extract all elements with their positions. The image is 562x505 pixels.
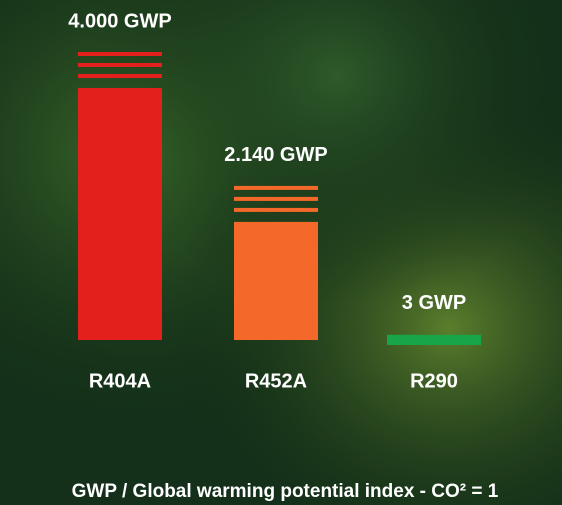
bar-break-stripe: [78, 74, 162, 78]
value-label: 2.140 GWP: [224, 144, 327, 166]
chart: GWP / Global warming potential index - C…: [0, 0, 562, 505]
x-tick-label: R290: [410, 370, 458, 392]
bar-break-stripe: [78, 63, 162, 67]
bar: [78, 88, 162, 340]
x-tick-label: R404A: [89, 370, 151, 392]
bar-break-stripe: [234, 186, 318, 190]
bar-break-stripe: [234, 197, 318, 201]
x-tick-label: R452A: [245, 370, 307, 392]
bar: [234, 222, 318, 340]
footer: GWP / Global warming potential index - C…: [72, 481, 499, 502]
value-label: 3 GWP: [402, 292, 466, 314]
value-label: 4.000 GWP: [68, 10, 171, 32]
bar-break-stripe: [234, 208, 318, 212]
bar-break-stripe: [78, 52, 162, 56]
